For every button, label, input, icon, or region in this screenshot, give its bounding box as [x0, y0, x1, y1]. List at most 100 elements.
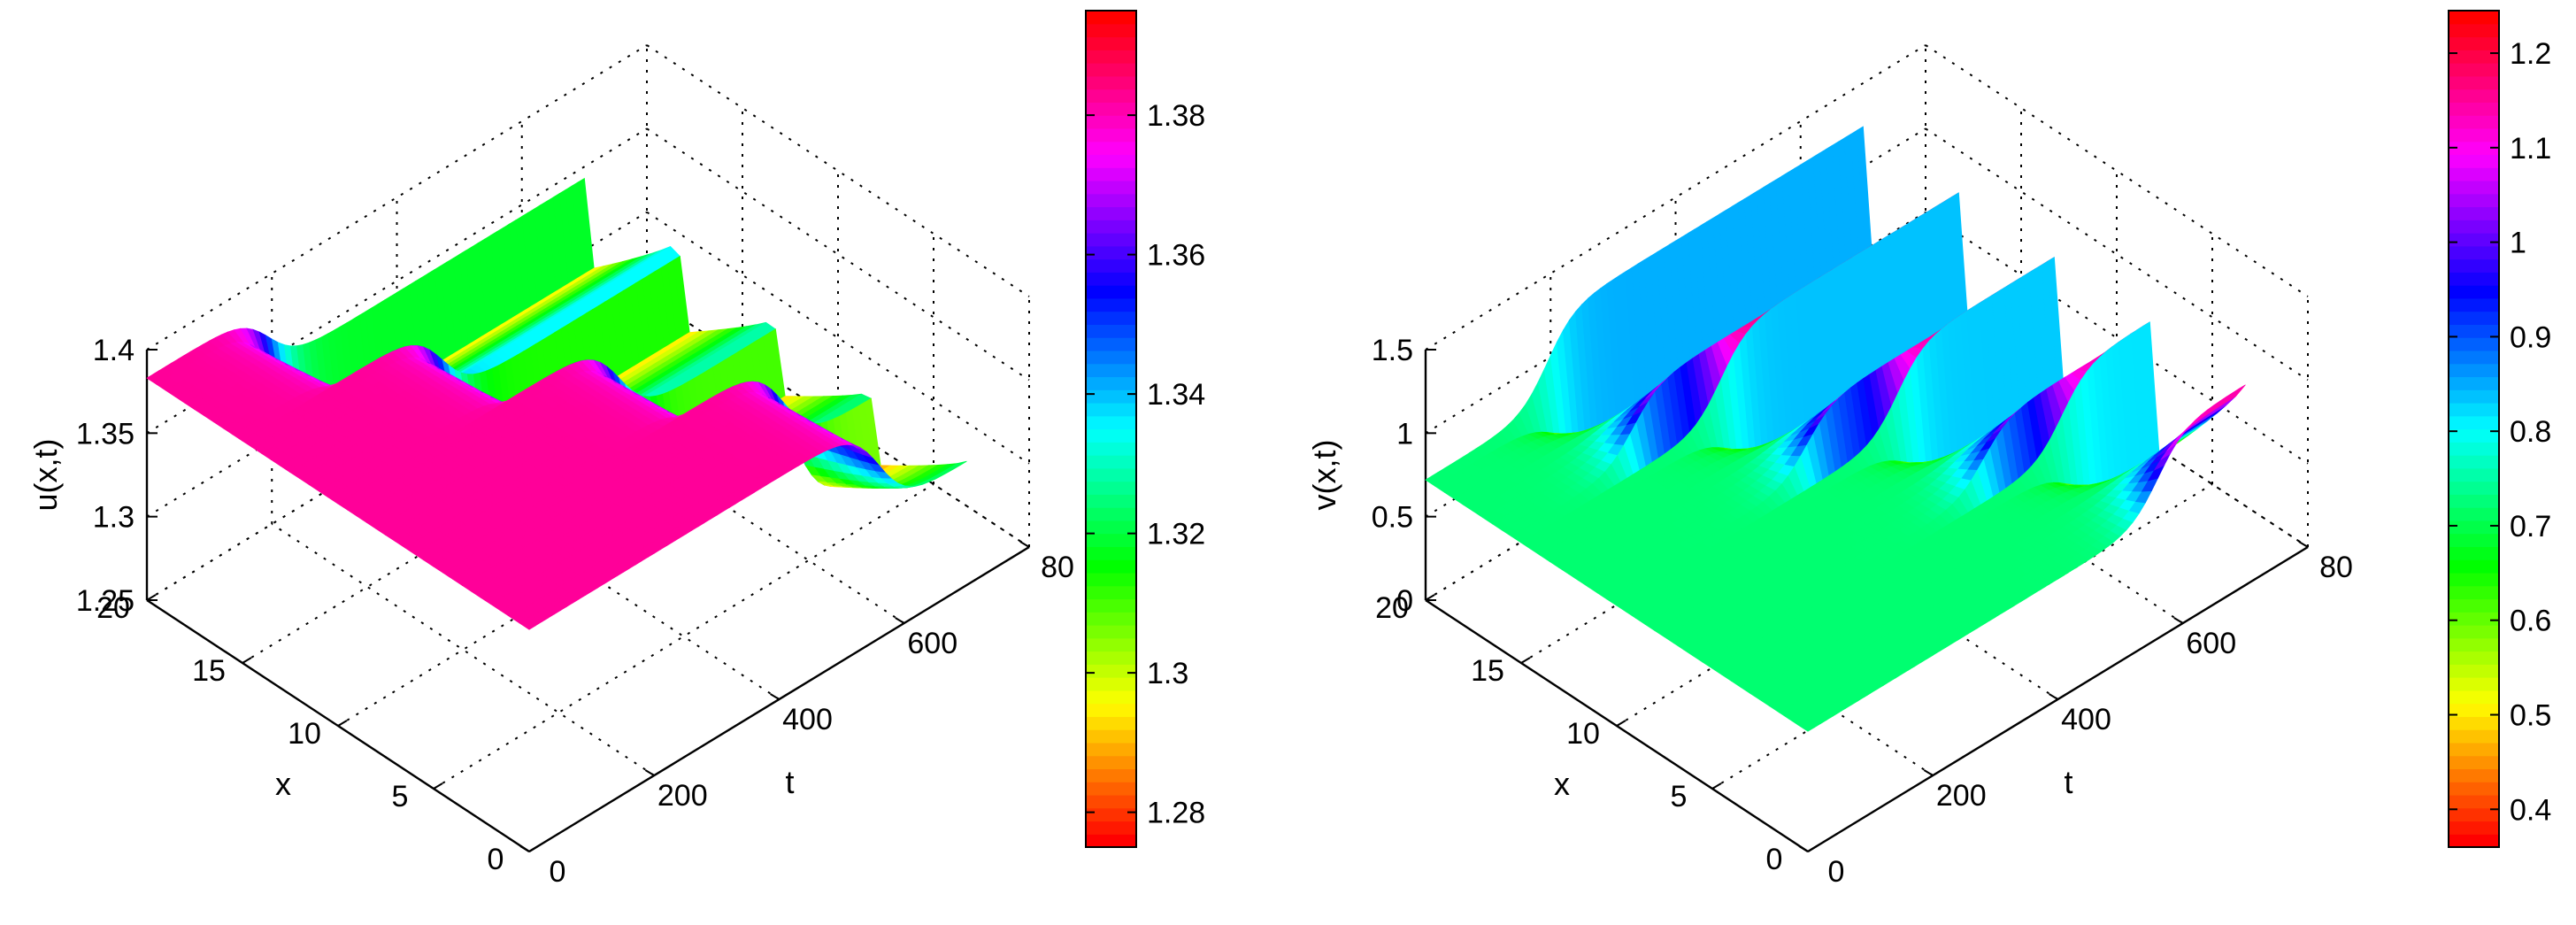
z-axis-label: u(x,t) — [27, 438, 64, 511]
colorbar-swatch — [2449, 690, 2499, 705]
colorbar-swatch — [1086, 533, 1136, 547]
colorbar-swatch — [2449, 821, 2499, 835]
t-tick-label: 400 — [2061, 703, 2111, 736]
colorbar-swatch — [2449, 23, 2499, 38]
colorbar-swatch — [1086, 834, 1136, 848]
x-axis-label: x — [275, 766, 291, 802]
colorbar-swatch — [2449, 167, 2499, 181]
colorbar: 1.28 1.3 1.32 1.34 1.36 1.38 — [1085, 10, 1205, 848]
colorbar-tick-label: 1.28 — [1147, 797, 1205, 830]
colorbar-swatch — [1086, 624, 1136, 639]
t-axis-label: t — [2064, 764, 2072, 800]
colorbar-swatch — [2449, 36, 2499, 50]
colorbar-swatch — [1086, 442, 1136, 456]
x-axis-label: x — [1554, 766, 1570, 802]
colorbar-swatch — [2449, 63, 2499, 77]
colorbar-tick-label: 1 — [2510, 227, 2526, 260]
colorbar-swatch — [1086, 141, 1136, 156]
t-tick-label: 80 — [1041, 551, 1074, 584]
colorbar-swatch — [1086, 220, 1136, 234]
colorbar-swatch — [2449, 389, 2499, 404]
colorbar-tick-label: 0.4 — [2510, 793, 2551, 827]
colorbar-swatch — [1086, 664, 1136, 678]
t-tick-label: 400 — [782, 703, 833, 736]
colorbar-swatch — [2449, 376, 2499, 390]
x-tick-label: 15 — [192, 654, 226, 688]
colorbar-swatch — [1086, 127, 1136, 143]
colorbar-tick-label: 1.36 — [1147, 239, 1205, 273]
colorbar-swatch — [2449, 363, 2499, 378]
colorbar-swatch — [1086, 494, 1136, 508]
colorbar-swatch — [1086, 376, 1136, 390]
colorbar-tick-label: 0.6 — [2510, 605, 2551, 638]
colorbar-swatch — [1086, 572, 1136, 587]
colorbar-swatch — [1086, 350, 1136, 365]
x-tick-label: 10 — [288, 717, 321, 751]
colorbar-swatch — [2449, 297, 2499, 312]
colorbar-swatch — [1086, 102, 1136, 116]
colorbar-swatch — [1086, 89, 1136, 103]
colorbar-swatch — [2449, 572, 2499, 587]
colorbar-swatch — [2449, 834, 2499, 848]
z-tick-label: 0 — [1396, 584, 1413, 618]
colorbar-tick-label: 1.34 — [1147, 378, 1205, 412]
colorbar-swatch — [1086, 36, 1136, 50]
colorbar-swatch — [2449, 807, 2499, 822]
colorbar-swatch — [1086, 507, 1136, 521]
colorbar-swatch — [1086, 11, 1136, 25]
colorbar-swatch — [2449, 11, 2499, 25]
colorbar-swatch — [2449, 729, 2499, 744]
colorbar-tick-label: 1.3 — [1147, 657, 1188, 690]
colorbar-swatch — [1086, 729, 1136, 744]
colorbar-swatch — [1086, 703, 1136, 717]
colorbar-swatch — [2449, 272, 2499, 286]
colorbar-swatch — [2449, 585, 2499, 600]
colorbar-swatch — [2449, 102, 2499, 116]
colorbar-swatch — [1086, 651, 1136, 665]
z-tick-label: 1.35 — [76, 417, 135, 451]
t-tick-label: 0 — [550, 855, 566, 889]
colorbar-swatch — [2449, 494, 2499, 508]
colorbar-swatch — [2449, 115, 2499, 129]
colorbar-swatch — [1086, 428, 1136, 443]
colorbar-swatch — [2449, 703, 2499, 717]
colorbar-tick-label: 0.9 — [2510, 320, 2551, 354]
t-tick-label: 200 — [657, 779, 708, 813]
colorbar-swatch — [1086, 716, 1136, 730]
colorbar-swatch — [2449, 141, 2499, 156]
colorbar-swatch — [1086, 23, 1136, 38]
colorbar-swatch — [2449, 782, 2499, 796]
surface — [1425, 126, 2246, 732]
colorbar-swatch — [1086, 50, 1136, 64]
colorbar-swatch — [1086, 467, 1136, 482]
colorbar-swatch — [2449, 742, 2499, 757]
t-tick-label: 80 — [2319, 551, 2353, 584]
colorbar-tick-label: 1.1 — [2510, 132, 2551, 166]
colorbar-swatch — [1086, 272, 1136, 286]
colorbar-swatch — [1086, 324, 1136, 338]
colorbar-swatch — [2449, 233, 2499, 247]
z-tick-label: 0.5 — [1372, 501, 1413, 535]
colorbar-swatch — [1086, 520, 1136, 535]
colorbar-swatch — [1086, 677, 1136, 691]
colorbar-swatch — [2449, 481, 2499, 495]
colorbar-swatch — [2449, 258, 2499, 273]
colorbar-swatch — [2449, 716, 2499, 730]
colorbar-swatch — [1086, 402, 1136, 417]
colorbar-swatch — [1086, 285, 1136, 299]
x-tick-label: 5 — [1671, 780, 1688, 813]
colorbar-swatch — [1086, 481, 1136, 495]
colorbar-swatch — [2449, 442, 2499, 456]
colorbar-swatch — [1086, 546, 1136, 560]
colorbar-swatch — [1086, 193, 1136, 208]
colorbar-swatch — [2449, 598, 2499, 613]
colorbar-swatch — [2449, 75, 2499, 90]
colorbar-swatch — [1086, 63, 1136, 77]
colorbar-swatch — [1086, 415, 1136, 430]
surface — [146, 177, 967, 630]
colorbar-swatch — [1086, 363, 1136, 378]
colorbar-swatch — [2449, 546, 2499, 560]
x-tick-label: 20 — [96, 591, 130, 625]
